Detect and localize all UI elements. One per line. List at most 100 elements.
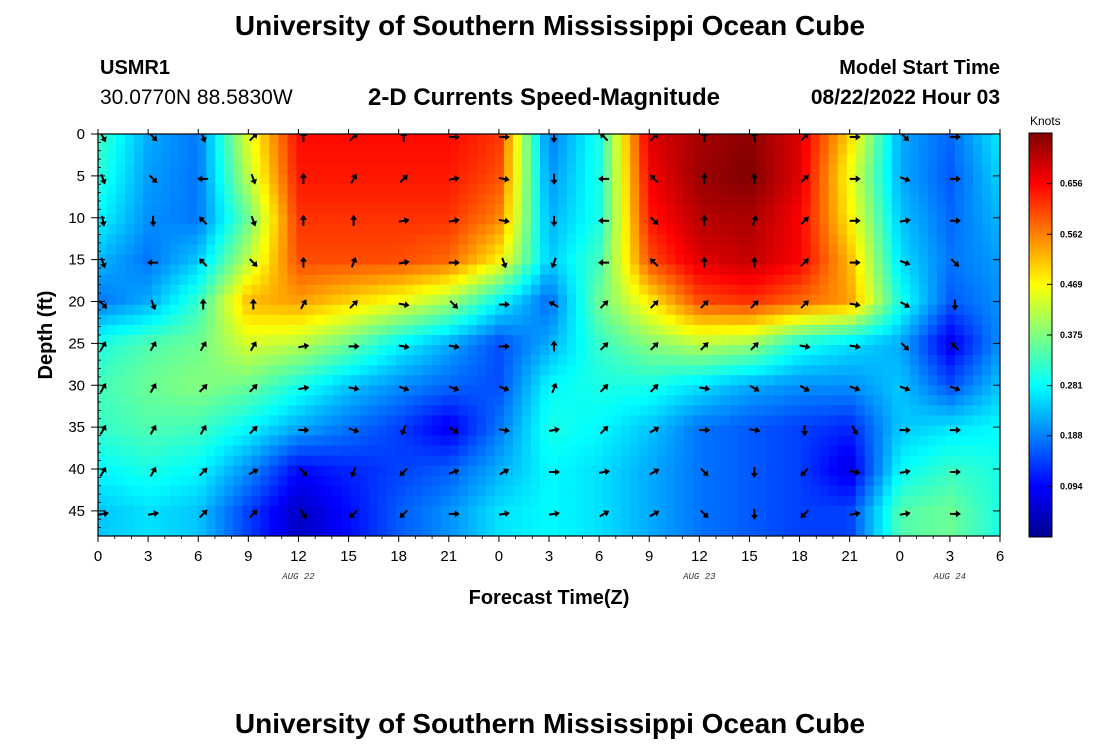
heatmap-cell [233, 455, 243, 467]
heatmap-cell [386, 425, 397, 437]
heatmap-cell [666, 465, 676, 477]
heatmap-cell [774, 324, 785, 336]
heatmap-cell [404, 395, 415, 406]
heatmap-cell [927, 435, 938, 447]
heatmap-cell [558, 274, 568, 286]
heatmap-cell [855, 154, 866, 165]
heatmap-cell [945, 204, 956, 215]
heatmap-cell [693, 335, 703, 346]
heatmap-cell [783, 144, 794, 155]
heatmap-cell [305, 144, 316, 155]
heatmap-cell [215, 274, 225, 286]
heatmap-cell [431, 335, 442, 346]
heatmap-cell [639, 184, 649, 195]
heatmap-cell [170, 194, 180, 205]
heatmap-cell [440, 174, 451, 185]
heatmap-cell [873, 525, 884, 536]
heatmap-cell [152, 254, 162, 266]
heatmap-cell [215, 234, 225, 246]
heatmap-cell [927, 304, 938, 316]
heatmap-cell [963, 515, 974, 527]
heatmap-cell [864, 194, 875, 205]
direction-arrow [198, 509, 208, 519]
heatmap-cell [594, 415, 604, 427]
heatmap-cell [990, 164, 1000, 175]
heatmap-cell [612, 274, 622, 286]
heatmap-cell [576, 465, 586, 477]
heatmap-cell [765, 264, 776, 276]
heatmap-cell [530, 304, 541, 316]
heatmap-cell [233, 475, 243, 487]
heatmap-cell [467, 455, 478, 467]
heatmap-cell [621, 264, 631, 276]
heatmap-cell [170, 174, 180, 185]
heatmap-cell [494, 355, 505, 366]
heatmap-cell [603, 194, 613, 205]
heatmap-cell [107, 425, 117, 437]
heatmap-cell [954, 335, 965, 346]
heatmap-cell [143, 385, 153, 396]
direction-arrow [250, 173, 257, 185]
heatmap-cell [630, 174, 640, 185]
heatmap-cell [873, 294, 884, 306]
heatmap-cell [467, 314, 478, 326]
heatmap-cell [269, 184, 279, 195]
heatmap-cell [594, 164, 604, 175]
heatmap-cell [350, 455, 361, 467]
heatmap-cell [864, 405, 875, 416]
heatmap-cell [792, 324, 803, 336]
heatmap-cell [323, 455, 334, 467]
heatmap-cell [558, 164, 568, 175]
heatmap-cell [918, 485, 929, 497]
heatmap-cell [476, 365, 487, 376]
heatmap-cell [576, 254, 586, 266]
heatmap-cell [918, 214, 929, 226]
heatmap-cell [720, 485, 730, 497]
heatmap-cell [521, 455, 532, 467]
heatmap-cell [918, 355, 929, 366]
heatmap-cell [431, 365, 442, 376]
heatmap-cell [521, 244, 532, 256]
heatmap-cell [152, 365, 162, 376]
heatmap-cell [567, 405, 577, 416]
heatmap-cell [539, 435, 550, 447]
heatmap-cell [242, 324, 252, 336]
heatmap-cell [359, 385, 370, 396]
heatmap-cell [170, 515, 180, 527]
heatmap-cell [143, 324, 153, 336]
heatmap-cell [179, 244, 189, 256]
heatmap-cell [756, 335, 767, 346]
heatmap-cell [936, 345, 947, 356]
heatmap-cell [539, 465, 550, 477]
heatmap-cell [747, 244, 758, 256]
heatmap-cell [774, 274, 785, 286]
heatmap-cell [882, 194, 893, 205]
heatmap-cell [377, 525, 388, 536]
heatmap-cell [639, 324, 649, 336]
heatmap-cell [503, 495, 514, 507]
heatmap-cell [242, 314, 252, 326]
heatmap-cell [774, 174, 785, 185]
direction-arrow [448, 259, 460, 267]
heatmap-cell [341, 204, 352, 215]
heatmap-cell [720, 335, 730, 346]
heatmap-cell [521, 405, 532, 416]
heatmap-cell [377, 395, 388, 406]
heatmap-cell [549, 144, 559, 155]
heatmap-cell [350, 234, 361, 246]
heatmap-cell [945, 465, 956, 477]
heatmap-cell [765, 274, 776, 286]
heatmap-cell [143, 204, 153, 215]
heatmap-cell [503, 144, 514, 155]
colorbar-tick-label: 0.562 [1060, 229, 1083, 239]
heatmap-cell [936, 435, 947, 447]
heatmap-cell [864, 154, 875, 165]
heatmap-cell [269, 274, 279, 286]
heatmap-cell [170, 324, 180, 336]
heatmap-cell [819, 204, 830, 215]
heatmap-cell [341, 184, 352, 195]
heatmap-cell [413, 164, 424, 175]
heatmap-cell [485, 395, 496, 406]
heatmap-cell [278, 355, 289, 366]
heatmap-cell [711, 204, 721, 215]
